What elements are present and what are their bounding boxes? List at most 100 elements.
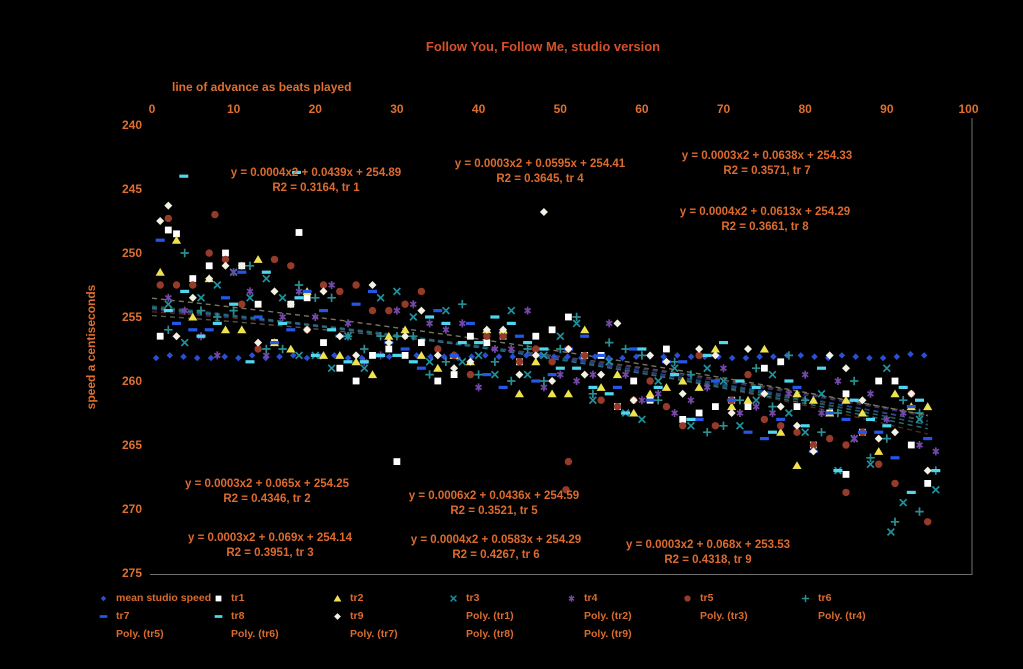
- series-tr3: [164, 268, 940, 507]
- x-tick-label: 80: [798, 102, 812, 116]
- legend-label: Poly. (tr5): [116, 628, 164, 640]
- tr2-triangle-icon: [333, 594, 342, 601]
- trend-annotation-tr4: y = 0.0003x2 + 0.0595x + 254.41 R2 = 0.3…: [455, 157, 625, 187]
- legend-item-tr1: tr1: [212, 590, 244, 606]
- trend-r2: R2 = 0.3661, tr 8: [721, 221, 809, 233]
- trend-r2: R2 = 0.3164, tr 1: [272, 182, 360, 194]
- legend-item-poly-tr5-: Poly. (tr5): [97, 626, 164, 642]
- y-axis-title: speed a centiseconds: [84, 284, 98, 410]
- legend-label: tr9: [350, 610, 364, 622]
- legend-line-sample-hidden: [681, 610, 694, 623]
- legend-item-tr5: tr5: [681, 590, 713, 606]
- trend-r2: R2 = 0.4318, tr 9: [664, 554, 752, 566]
- legend-item-tr6: tr6: [799, 590, 831, 606]
- legend-item-tr2: tr2: [331, 590, 363, 606]
- legend-item-tr7: tr7: [97, 608, 129, 624]
- legend-label: Poly. (tr9): [584, 628, 632, 640]
- trend-annotation-tr9: y = 0.0003x2 + 0.068x + 253.53 R2 = 0.43…: [626, 538, 790, 568]
- legend-item-poly-tr1-: Poly. (tr1): [447, 608, 514, 624]
- legend-label: mean studio speed: [116, 592, 212, 604]
- trend-equation: y = 0.0004x2 + 0.0613x + 254.29: [679, 206, 851, 218]
- tr3-x-icon: [450, 594, 457, 602]
- legend-label: tr4: [584, 592, 598, 604]
- x-tick-label: 30: [390, 102, 404, 116]
- x-axis-title: line of advance as beats played: [172, 80, 352, 94]
- legend-label: Poly. (tr1): [466, 610, 514, 622]
- trend-equation: y = 0.0003x2 + 0.068x + 253.53: [625, 539, 791, 551]
- trend-r2: R2 = 0.3521, tr 5: [450, 505, 538, 517]
- trend-annotation-tr6: y = 0.0004x2 + 0.0583x + 254.29 R2 = 0.4…: [411, 533, 581, 563]
- trend-equation: y = 0.0006x2 + 0.0436x + 254.59: [408, 490, 580, 502]
- x-tick-label: 70: [716, 102, 731, 116]
- legend-label: Poly. (tr4): [818, 610, 866, 622]
- trend-equation: y = 0.0004x2 + 0.0583x + 254.29: [410, 534, 582, 546]
- legend-item-poly-tr8-: Poly. (tr8): [447, 626, 514, 642]
- legend-item-poly-tr3-: Poly. (tr3): [681, 608, 748, 624]
- legend-item-poly-tr4-: Poly. (tr4): [799, 608, 866, 624]
- x-tick-label: 90: [880, 102, 894, 116]
- legend-line-sample-hidden: [212, 628, 225, 641]
- trend-equation: y = 0.0003x2 + 0.0595x + 254.41: [454, 158, 626, 170]
- legend-line-sample-hidden: [331, 628, 344, 641]
- legend-label: tr2: [350, 592, 364, 604]
- series-tr9: [156, 217, 932, 475]
- legend-line-sample-hidden: [565, 628, 578, 641]
- y-tick-label: 245: [121, 182, 142, 196]
- legend-item-poly-tr9-: Poly. (tr9): [565, 626, 632, 642]
- tr6-plus-icon: [801, 594, 810, 602]
- chart-title: Follow You, Follow Me, studio version: [425, 39, 661, 54]
- y-tick-label: 240: [121, 118, 142, 132]
- legend-label: tr7: [116, 610, 130, 622]
- trend-annotation-tr7: y = 0.0003x2 + 0.0638x + 254.33 R2 = 0.3…: [682, 149, 852, 179]
- tr1-square-icon: [215, 595, 222, 601]
- x-tick-label: 100: [958, 102, 979, 116]
- trend-annotation-tr3: y = 0.0003x2 + 0.069x + 254.14 R2 = 0.39…: [188, 531, 352, 561]
- legend-item-poly-tr6-: Poly. (tr6): [212, 626, 279, 642]
- legend-item-tr4: tr4: [565, 590, 597, 606]
- y-tick-label: 275: [121, 566, 142, 580]
- legend-line-sample-hidden: [447, 628, 460, 641]
- series-tr2: [155, 235, 933, 455]
- x-tick-label: 10: [226, 102, 241, 116]
- mean-studio-speed-diamond-icon: [100, 595, 107, 601]
- tr9-diamond-icon: [334, 612, 341, 620]
- legend-label: Poly. (tr7): [350, 628, 398, 640]
- legend-item-mean-studio-speed: mean studio speed: [97, 590, 211, 606]
- legend-label: tr6: [818, 592, 832, 604]
- legend-item-poly-tr7-: Poly. (tr7): [331, 626, 398, 642]
- legend-line-sample-hidden: [447, 610, 460, 623]
- y-tick-label: 250: [121, 246, 142, 260]
- y-tick-label: 260: [121, 374, 142, 388]
- trend-equation: y = 0.0003x2 + 0.069x + 254.14: [187, 532, 353, 544]
- legend-label: Poly. (tr3): [700, 610, 748, 622]
- trend-annotation-tr2: y = 0.0003x2 + 0.065x + 254.25 R2 = 0.43…: [185, 477, 349, 507]
- trend-annotation-tr5: y = 0.0006x2 + 0.0436x + 254.59 R2 = 0.3…: [409, 489, 579, 519]
- trend-r2: R2 = 0.4267, tr 6: [452, 549, 540, 561]
- series-tr6: [164, 248, 940, 475]
- legend-line-sample-hidden: [565, 610, 578, 623]
- trend-annotation-tr8: y = 0.0004x2 + 0.0613x + 254.29 R2 = 0.3…: [680, 205, 850, 235]
- trendline-poly: [151, 311, 928, 435]
- tr8-dash-icon: [214, 614, 223, 618]
- legend-item-tr9: tr9: [331, 608, 363, 624]
- legend-line-sample-hidden: [97, 628, 110, 641]
- y-tick-label: 265: [121, 438, 142, 452]
- tr4-asterisk-icon: [568, 594, 575, 602]
- legend-item-tr3: tr3: [447, 590, 479, 606]
- legend-label: Poly. (tr6): [231, 628, 279, 640]
- x-tick-label: 40: [471, 102, 486, 116]
- trend-equation: y = 0.0003x2 + 0.065x + 254.25: [184, 478, 350, 490]
- y-tick-label: 270: [121, 502, 142, 516]
- x-tick-label: 60: [635, 102, 649, 116]
- legend-label: tr8: [231, 610, 245, 622]
- tr7-dash-icon: [99, 614, 108, 618]
- outlier-points: [164, 170, 924, 537]
- trend-r2: R2 = 0.3571, tr 7: [723, 165, 811, 177]
- trend-equation: y = 0.0003x2 + 0.0638x + 254.33: [681, 150, 853, 162]
- trend-annotation-tr1: y = 0.0004x2 + 0.0439x + 254.89 R2 = 0.3…: [231, 166, 401, 196]
- legend-line-sample-hidden: [799, 610, 812, 623]
- legend-label: tr3: [466, 592, 480, 604]
- series-tr8: [163, 270, 941, 473]
